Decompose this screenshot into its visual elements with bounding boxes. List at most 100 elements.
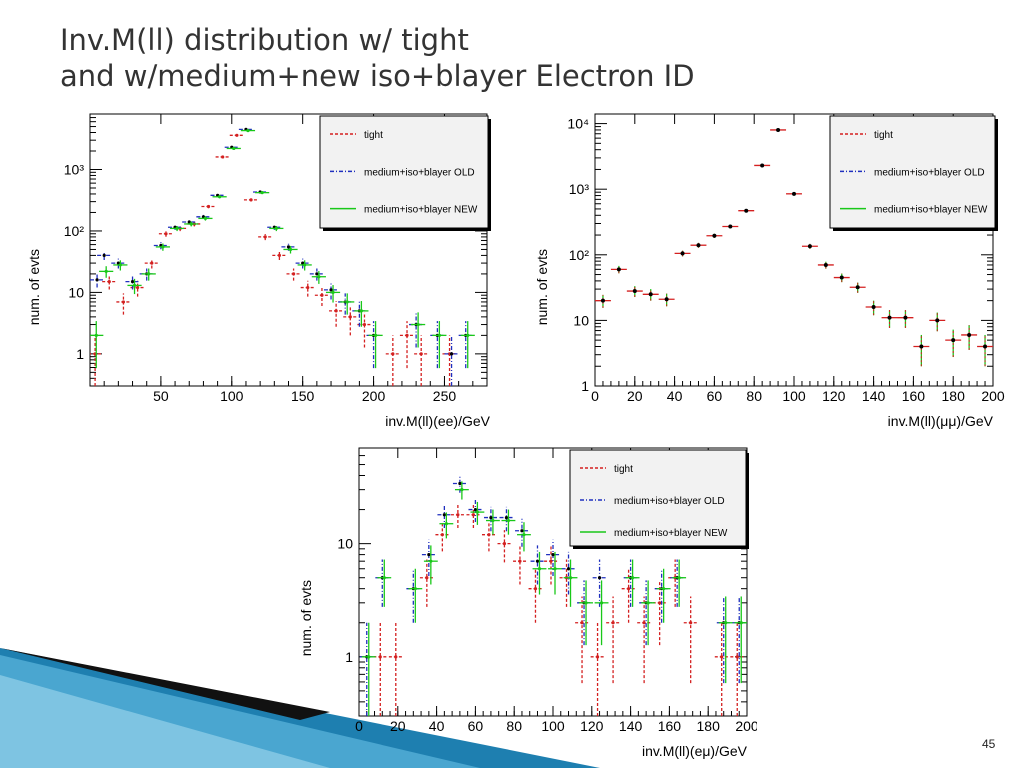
data-point bbox=[306, 285, 310, 290]
data-point bbox=[522, 533, 526, 537]
data-point bbox=[419, 352, 423, 356]
x-tick-label: 120 bbox=[822, 388, 846, 404]
data-point bbox=[277, 253, 282, 258]
y-tick-label: 10 bbox=[573, 312, 589, 328]
legend-label-old: medium+iso+blayer OLD bbox=[614, 496, 725, 507]
data-point bbox=[444, 522, 448, 526]
data-point bbox=[263, 235, 267, 239]
y-tick-label: 10 bbox=[68, 284, 84, 300]
data-point bbox=[329, 288, 333, 292]
data-point bbox=[689, 621, 693, 625]
data-point bbox=[150, 261, 154, 265]
data-layer bbox=[595, 127, 993, 367]
data-point bbox=[712, 233, 717, 238]
data-point bbox=[303, 263, 307, 267]
x-axis-label: inv.M(ll)(ee)/GeV bbox=[385, 413, 490, 429]
data-point bbox=[549, 559, 553, 563]
data-point bbox=[382, 576, 386, 580]
data-point bbox=[175, 226, 179, 231]
legend-label-new: medium+iso+blayer NEW bbox=[364, 205, 478, 216]
data-point bbox=[983, 344, 988, 349]
data-point bbox=[744, 208, 749, 213]
data-point bbox=[739, 621, 743, 625]
data-point bbox=[677, 576, 681, 580]
legend-label-tight: tight bbox=[874, 130, 893, 141]
data-point bbox=[871, 305, 876, 310]
data-point bbox=[720, 655, 724, 659]
x-tick-label: 150 bbox=[291, 388, 315, 404]
data-point bbox=[537, 567, 542, 571]
data-point bbox=[378, 655, 382, 659]
data-point bbox=[551, 553, 555, 557]
data-point bbox=[568, 576, 573, 580]
slide-title: Inv.M(ll) distribution w/ tight and w/me… bbox=[60, 22, 695, 94]
data-point bbox=[460, 488, 464, 492]
data-point bbox=[728, 224, 733, 229]
data-point bbox=[121, 300, 126, 304]
data-point bbox=[416, 322, 420, 327]
data-point bbox=[391, 352, 395, 356]
legend-label-tight: tight bbox=[364, 130, 383, 141]
data-point bbox=[187, 220, 191, 224]
x-axis-label: inv.M(ll)(μμ)/GeV bbox=[888, 413, 994, 429]
data-point bbox=[533, 587, 538, 591]
slide-title-line1: Inv.M(ll) distribution w/ tight bbox=[60, 23, 469, 57]
data-point bbox=[95, 278, 99, 282]
data-point bbox=[367, 655, 371, 659]
x-tick-label: 20 bbox=[390, 718, 406, 734]
data-point bbox=[104, 269, 108, 273]
x-tick-label: 140 bbox=[862, 388, 886, 404]
data-point bbox=[967, 332, 972, 337]
slide-title-line2: and w/medium+new iso+blayer Electron ID bbox=[60, 59, 695, 93]
legend-label-new: medium+iso+blayer NEW bbox=[874, 205, 988, 216]
data-point bbox=[437, 333, 441, 337]
data-layer bbox=[359, 475, 747, 716]
data-point bbox=[887, 315, 892, 320]
data-point bbox=[855, 285, 860, 290]
x-tick-label: 140 bbox=[619, 718, 643, 734]
data-point bbox=[632, 289, 637, 294]
slide-page-number: 45 bbox=[982, 737, 996, 751]
data-point bbox=[345, 300, 349, 304]
data-point bbox=[334, 309, 338, 313]
legend-box bbox=[569, 449, 747, 547]
data-point bbox=[218, 195, 222, 199]
data-point bbox=[664, 297, 669, 302]
data-point bbox=[130, 279, 135, 284]
data-point bbox=[413, 587, 417, 591]
data-point bbox=[274, 226, 278, 231]
data-point bbox=[359, 309, 363, 313]
x-tick-label: 180 bbox=[942, 388, 966, 404]
data-point bbox=[373, 333, 378, 337]
data-point bbox=[807, 244, 812, 249]
data-point bbox=[935, 318, 940, 323]
data-point bbox=[206, 204, 211, 209]
x-tick-label: 180 bbox=[697, 718, 721, 734]
data-point bbox=[631, 576, 635, 580]
y-tick-label: 10² bbox=[569, 247, 590, 263]
data-point bbox=[599, 601, 604, 605]
data-point bbox=[487, 533, 491, 537]
data-point bbox=[520, 529, 524, 533]
data-point bbox=[427, 553, 431, 557]
data-point bbox=[317, 275, 321, 279]
legend-label-new: medium+iso+blayer NEW bbox=[614, 528, 728, 539]
data-point bbox=[584, 601, 588, 605]
data-point bbox=[118, 263, 122, 267]
data-point bbox=[456, 513, 460, 517]
x-tick-label: 200 bbox=[362, 388, 386, 404]
data-point bbox=[362, 322, 367, 327]
data-point bbox=[648, 292, 653, 297]
x-tick-label: 160 bbox=[658, 718, 682, 734]
data-point bbox=[291, 272, 296, 276]
data-point bbox=[161, 245, 165, 249]
data-point bbox=[595, 655, 600, 659]
data-point bbox=[658, 601, 662, 605]
y-tick-label: 10² bbox=[64, 223, 85, 239]
data-point bbox=[286, 245, 291, 249]
data-point bbox=[136, 285, 140, 290]
data-point bbox=[504, 515, 509, 520]
x-tick-label: 80 bbox=[506, 718, 522, 734]
data-point bbox=[627, 587, 631, 591]
y-axis-label: num. of evts bbox=[298, 580, 314, 656]
